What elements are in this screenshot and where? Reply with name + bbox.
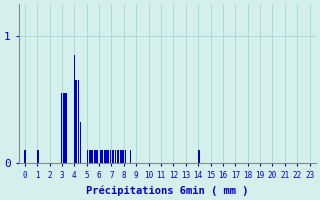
Bar [26,150,27,163]
Bar [89,150,90,163]
Bar [77,80,78,163]
Bar [96,150,97,163]
Bar [105,150,106,163]
Bar [107,150,108,163]
Bar [66,93,67,163]
Bar [64,93,65,163]
Bar [104,150,105,163]
Bar [118,150,119,163]
Bar [121,150,122,163]
Bar [120,150,121,163]
Bar [199,150,200,163]
Bar [102,150,103,163]
Bar [80,122,81,163]
Bar [101,150,102,163]
X-axis label: Précipitations 6min ( mm ): Précipitations 6min ( mm ) [86,185,248,196]
Bar [75,80,76,163]
Bar [65,93,66,163]
Bar [113,150,115,163]
Bar [112,150,113,163]
Bar [92,150,93,163]
Bar [91,150,92,163]
Bar [36,150,38,163]
Bar [198,150,199,163]
Bar [108,150,109,163]
Bar [76,80,77,163]
Bar [110,150,111,163]
Bar [117,150,118,163]
Bar [87,150,88,163]
Bar [124,150,125,163]
Bar [38,150,39,163]
Bar [122,150,123,163]
Bar [90,150,91,163]
Bar [24,150,25,163]
Bar [106,150,107,163]
Bar [100,150,101,163]
Bar [95,150,96,163]
Bar [63,93,64,163]
Bar [115,150,116,163]
Bar [97,150,98,163]
Bar [74,55,75,163]
Bar [130,150,131,163]
Bar [61,93,62,163]
Bar [94,150,95,163]
Bar [123,150,124,163]
